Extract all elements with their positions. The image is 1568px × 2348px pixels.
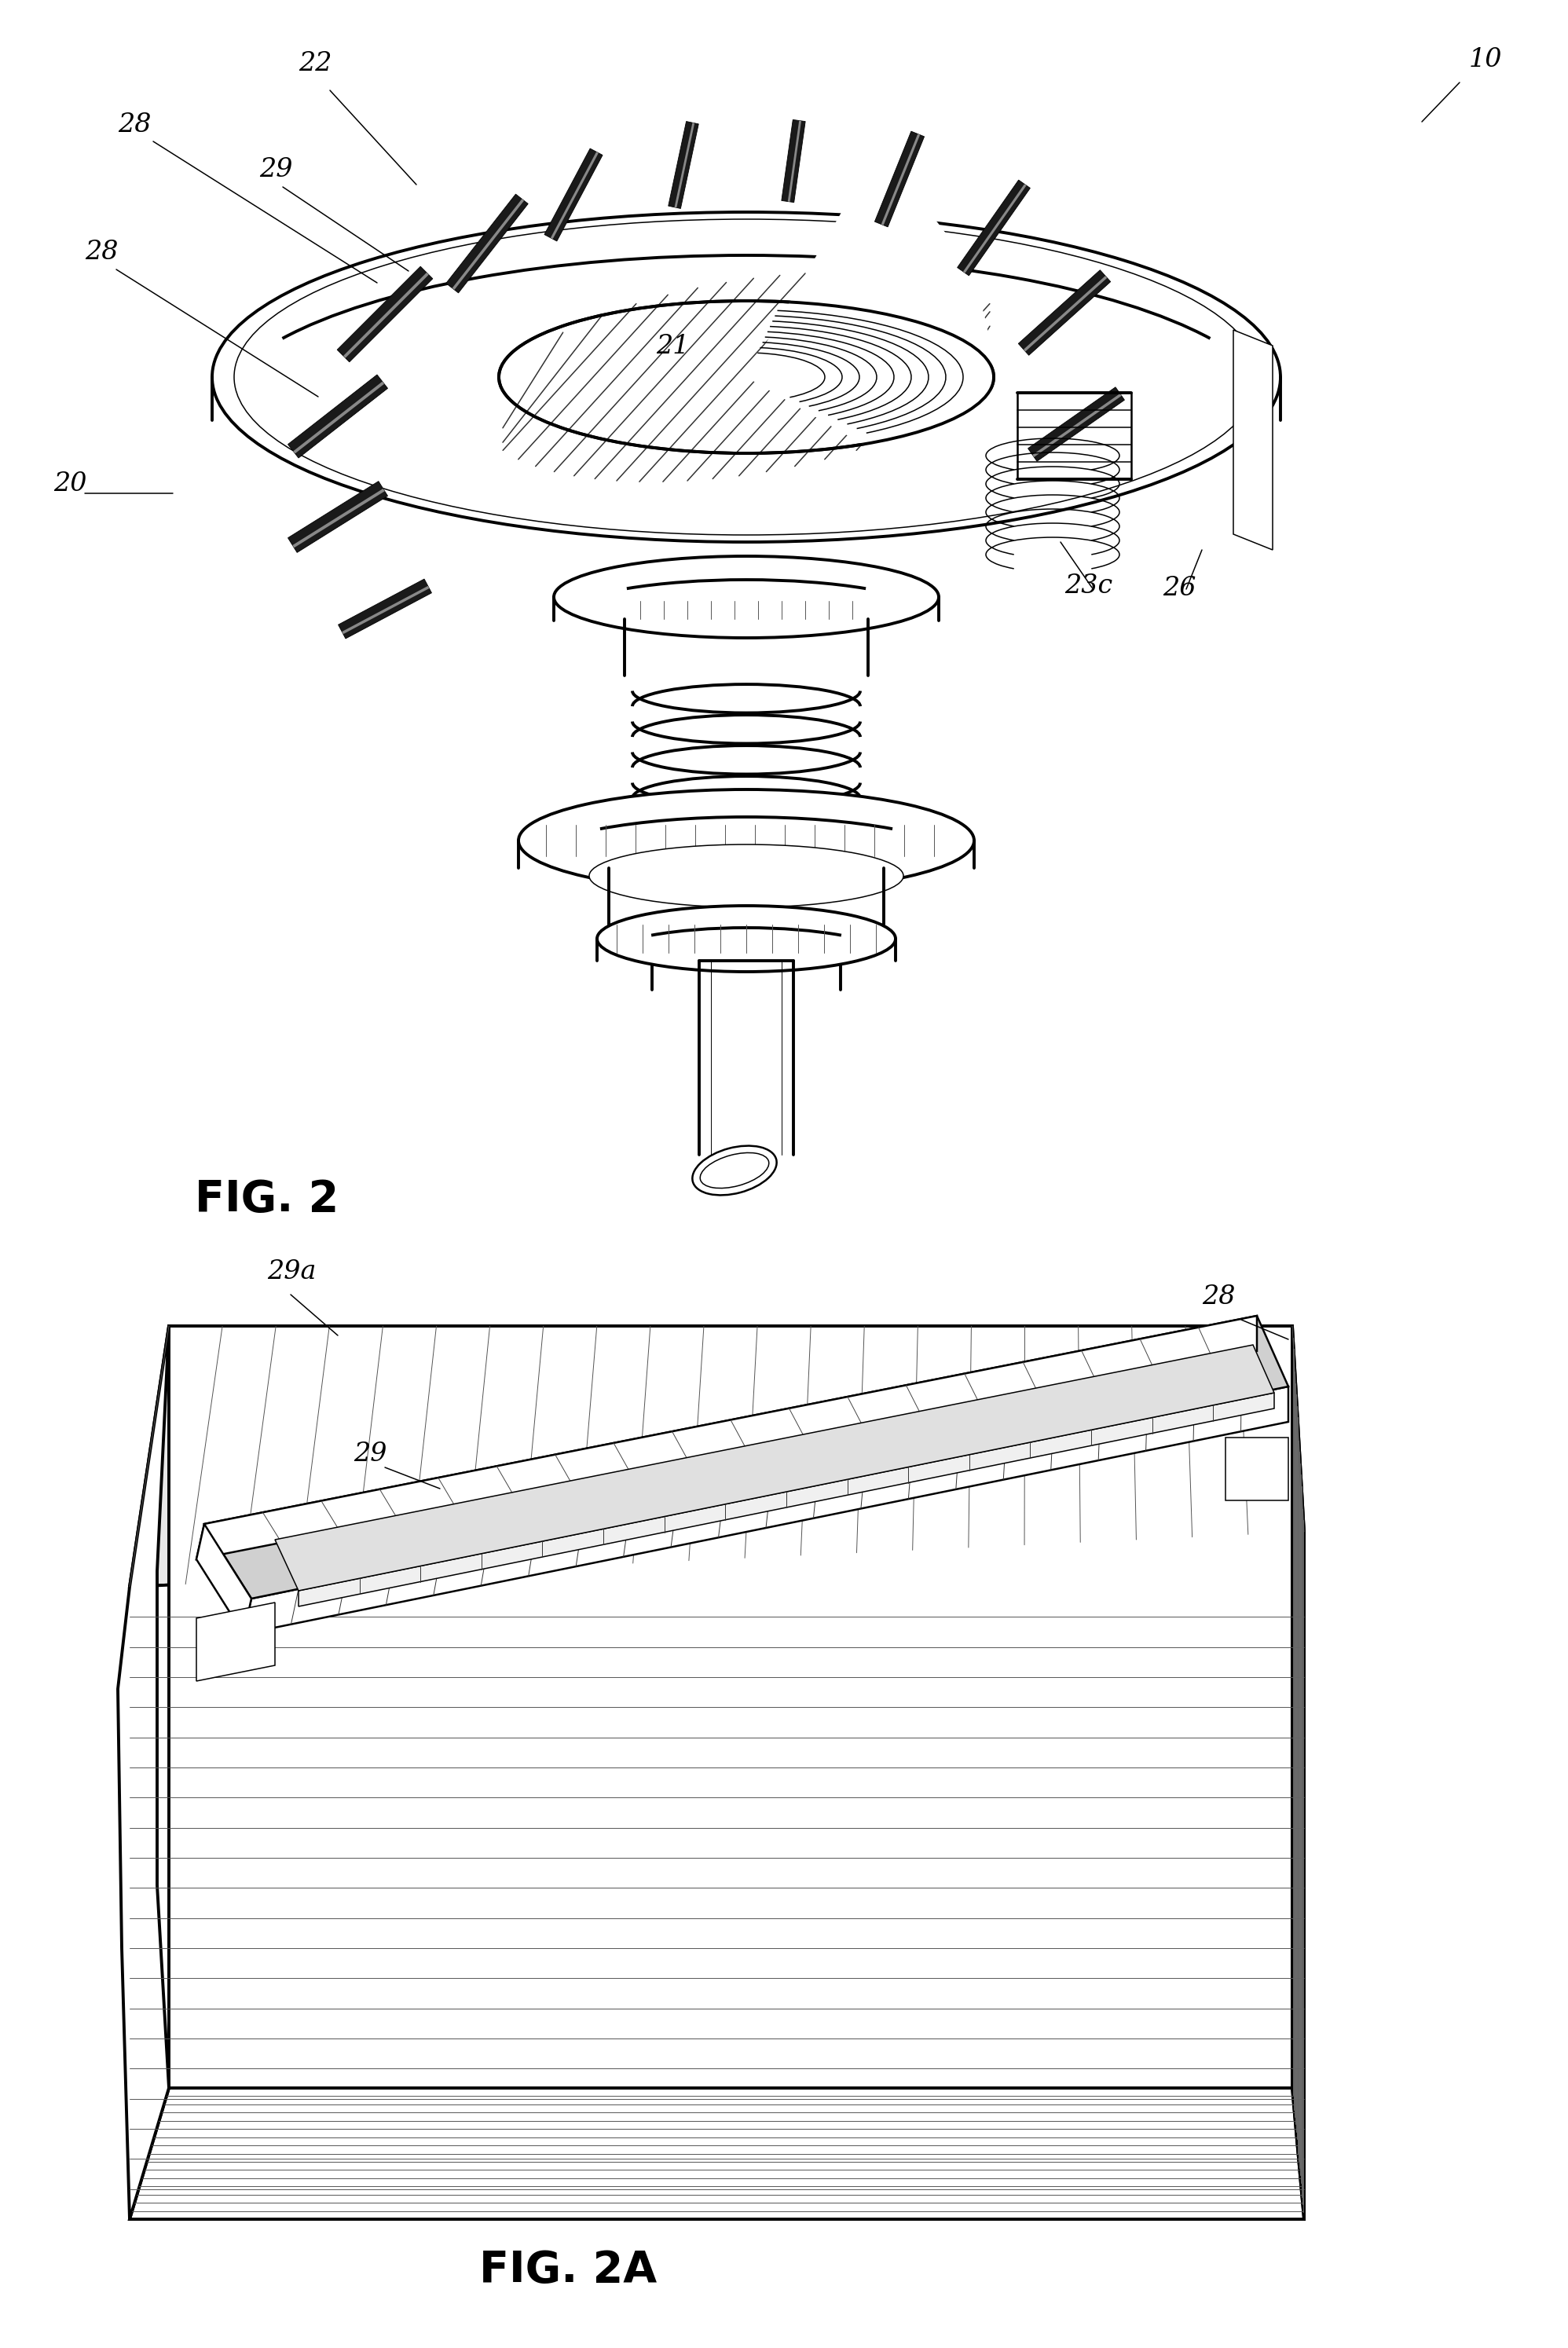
Polygon shape [1032,394,1121,458]
Text: 29: 29 [353,1442,387,1468]
Polygon shape [544,148,602,242]
Text: 20: 20 [53,472,86,495]
Polygon shape [342,587,430,634]
Text: FIG. 2: FIG. 2 [194,1179,339,1221]
Polygon shape [781,120,806,202]
Polygon shape [787,120,801,202]
Polygon shape [243,1385,1289,1634]
Polygon shape [298,1392,1275,1606]
Text: FIG. 2A: FIG. 2A [480,2249,657,2292]
Polygon shape [550,153,599,239]
Polygon shape [130,1327,1305,1587]
Ellipse shape [499,301,994,453]
Polygon shape [196,1604,274,1681]
Ellipse shape [212,211,1281,542]
Polygon shape [130,2087,1305,2219]
Text: 10: 10 [1469,47,1502,73]
Polygon shape [445,195,528,294]
Text: 29a: 29a [267,1259,317,1284]
Polygon shape [1226,1437,1289,1500]
Text: 29: 29 [259,157,293,183]
Ellipse shape [597,906,895,972]
Polygon shape [196,1315,1258,1559]
Polygon shape [293,380,384,453]
Polygon shape [289,481,387,552]
Polygon shape [963,183,1027,272]
Polygon shape [1029,387,1124,460]
Polygon shape [274,1345,1275,1590]
Text: 21: 21 [655,333,690,359]
Ellipse shape [554,556,939,639]
Polygon shape [668,122,699,209]
Polygon shape [196,1524,251,1634]
Text: 28: 28 [1203,1284,1236,1310]
Text: 28: 28 [118,113,151,139]
Polygon shape [339,580,431,639]
Polygon shape [289,376,387,458]
Polygon shape [293,488,384,547]
Polygon shape [958,181,1030,275]
Polygon shape [1234,331,1273,549]
Text: 28: 28 [85,239,118,265]
Polygon shape [452,200,524,289]
Polygon shape [118,1327,169,2219]
Polygon shape [674,122,695,207]
Polygon shape [343,272,428,357]
Polygon shape [169,1327,1292,2087]
Polygon shape [130,1531,1305,2219]
Text: 22: 22 [298,52,332,75]
Polygon shape [1024,275,1107,352]
Text: 26: 26 [1162,575,1196,601]
Polygon shape [1018,270,1110,355]
Ellipse shape [590,845,903,906]
Ellipse shape [693,1146,776,1195]
Polygon shape [875,131,924,228]
Text: 23c: 23c [1065,573,1113,599]
Polygon shape [204,1315,1289,1599]
Polygon shape [337,265,433,362]
Polygon shape [1292,1327,1305,2219]
Ellipse shape [519,789,974,892]
Wedge shape [745,164,993,500]
Polygon shape [881,134,920,225]
